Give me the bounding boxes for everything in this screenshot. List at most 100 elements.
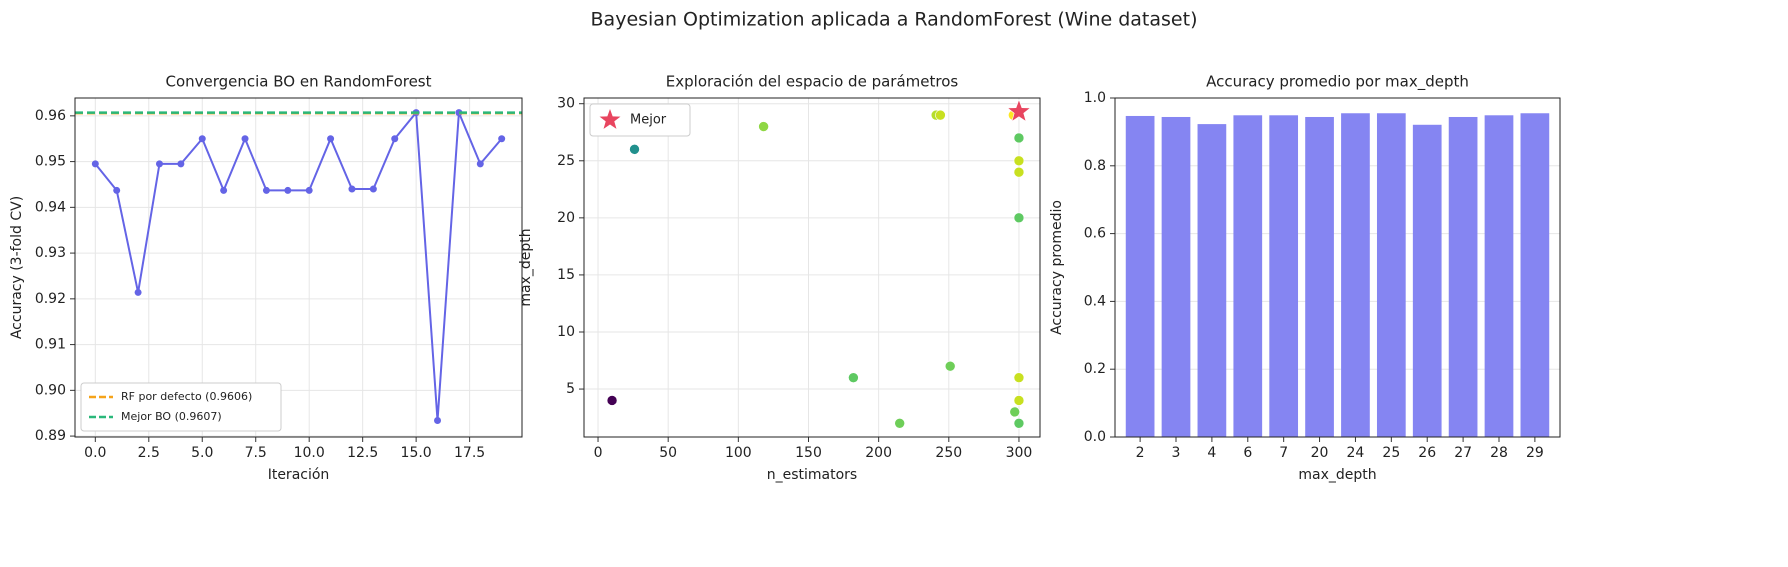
- point: [348, 185, 356, 193]
- legend-label: Mejor BO (0.9607): [121, 410, 222, 423]
- x-tick-label: 0.0: [84, 445, 106, 461]
- x-tick-label: 300: [1006, 445, 1033, 461]
- x-tick-label: 250: [935, 445, 962, 461]
- x-tick-label: 4: [1207, 445, 1216, 461]
- legend-label: RF por defecto (0.9606): [121, 390, 252, 403]
- y-tick-label: 25: [557, 153, 575, 169]
- bar: [1376, 113, 1406, 437]
- x-tick-label: 50: [659, 445, 677, 461]
- point: [134, 288, 142, 296]
- x-tick-label: 7.5: [245, 445, 267, 461]
- point: [369, 185, 377, 193]
- bar: [1233, 115, 1263, 437]
- x-tick-label: 5.0: [191, 445, 213, 461]
- point: [241, 135, 249, 143]
- legend-label: Mejor: [630, 113, 667, 128]
- x-tick-label: 0: [594, 445, 603, 461]
- point: [629, 144, 640, 155]
- bar: [1341, 113, 1370, 437]
- x-axis-label: max_depth: [1298, 467, 1376, 483]
- y-tick-label: 0.4: [1084, 293, 1106, 309]
- point: [113, 186, 121, 194]
- point: [1013, 132, 1025, 144]
- bar: [1520, 113, 1550, 437]
- y-tick-label: 0.94: [35, 199, 66, 215]
- point: [198, 135, 206, 143]
- x-tick-label: 2.5: [138, 445, 160, 461]
- x-tick-label: 3: [1172, 445, 1181, 461]
- y-tick-label: 20: [557, 210, 575, 226]
- point: [606, 395, 618, 406]
- point: [1009, 406, 1021, 418]
- y-axis-label: Accuracy promedio: [1049, 200, 1065, 335]
- bar: [1484, 115, 1514, 437]
- x-tick-label: 26: [1418, 445, 1436, 461]
- legend-swatch: [599, 109, 621, 129]
- y-tick-label: 0.95: [35, 154, 66, 170]
- point: [177, 160, 185, 168]
- x-tick-label: 17.5: [454, 445, 485, 461]
- bar: [1269, 115, 1299, 437]
- x-tick-label: 28: [1490, 445, 1508, 461]
- point: [1013, 212, 1025, 224]
- y-tick-label: 0.2: [1084, 361, 1106, 377]
- x-tick-label: 15.0: [401, 445, 432, 461]
- point: [91, 160, 99, 168]
- x-tick-label: 12.5: [347, 445, 378, 461]
- x-tick-label: 100: [725, 445, 752, 461]
- point: [391, 135, 399, 143]
- chart-title: Accuracy promedio por max_depth: [1206, 73, 1469, 92]
- chart-title: Convergencia BO en RandomForest: [165, 73, 431, 91]
- legend-box: [80, 382, 282, 432]
- x-tick-label: 24: [1347, 445, 1365, 461]
- point: [284, 186, 292, 194]
- plot-frame: [74, 97, 523, 438]
- point: [944, 360, 956, 372]
- y-tick-label: 0.0: [1084, 429, 1106, 445]
- point: [1013, 395, 1025, 406]
- legend: RF por defecto (0.9606) Mejor BO (0.9607): [80, 382, 282, 432]
- x-tick-label: 25: [1382, 445, 1400, 461]
- point: [262, 186, 270, 194]
- y-tick-label: 0.92: [35, 291, 66, 307]
- point: [1013, 155, 1025, 167]
- bar: [1161, 116, 1191, 437]
- point: [1013, 418, 1025, 429]
- star-point: [1006, 98, 1032, 123]
- y-tick-label: 5: [566, 381, 575, 397]
- y-tick-label: 15: [557, 267, 575, 283]
- x-tick-label: 2: [1136, 445, 1145, 461]
- y-axis-label: max_depth: [518, 228, 534, 306]
- point: [476, 160, 484, 168]
- point: [327, 135, 335, 143]
- point: [935, 109, 946, 121]
- x-tick-label: 6: [1243, 445, 1252, 461]
- y-tick-label: 0.91: [35, 337, 66, 353]
- bar: [1305, 116, 1334, 437]
- y-tick-label: 0.89: [35, 428, 66, 444]
- legend: Mejor: [589, 103, 691, 137]
- x-tick-label: 10.0: [294, 445, 325, 461]
- bar: [1125, 115, 1155, 437]
- point: [498, 135, 506, 143]
- x-tick-label: 200: [865, 445, 892, 461]
- y-tick-label: 0.96: [35, 108, 66, 124]
- x-tick-label: 7: [1279, 445, 1288, 461]
- x-tick-label: 29: [1526, 445, 1544, 461]
- y-tick-label: 0.90: [35, 382, 66, 398]
- x-tick-label: 27: [1454, 445, 1472, 461]
- bar: [1448, 116, 1478, 437]
- x-tick-label: 150: [795, 445, 822, 461]
- figure-title: Bayesian Optimization aplicada a RandomF…: [591, 9, 1198, 31]
- y-tick-label: 0.93: [35, 245, 66, 261]
- chart-title: Exploración del espacio de parámetros: [666, 73, 959, 91]
- line: [94, 110, 503, 421]
- point: [455, 109, 463, 117]
- point: [1013, 166, 1025, 178]
- x-tick-label: 20: [1311, 445, 1329, 461]
- plot-frame: [1114, 97, 1561, 438]
- y-tick-label: 10: [557, 324, 575, 340]
- bar: [1197, 124, 1227, 437]
- x-axis-label: Iteración: [268, 467, 330, 483]
